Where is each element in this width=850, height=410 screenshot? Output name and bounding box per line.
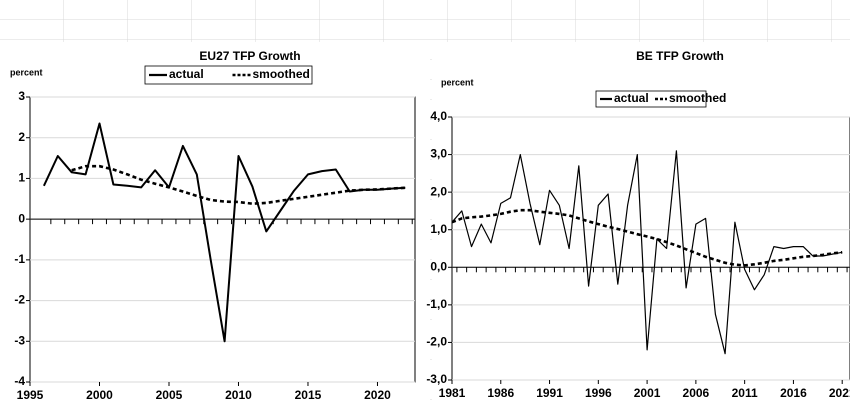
x-tick-label: 2006	[683, 386, 710, 400]
x-tick-label: 1995	[17, 388, 44, 402]
y-tick-label: -2	[14, 293, 25, 307]
series-line	[451, 208, 843, 267]
x-tick-label: 2010	[225, 388, 252, 402]
y-axis-label: percent	[10, 67, 43, 77]
y-tick-label: -3,0	[426, 372, 447, 386]
y-tick-label: 2,0	[430, 184, 447, 198]
x-tick-label: 2015	[295, 388, 322, 402]
legend-box	[595, 90, 707, 108]
x-tick-label: 2016	[780, 386, 807, 400]
x-tick-label: 1996	[585, 386, 612, 400]
series-line	[451, 150, 843, 355]
legend-box	[144, 65, 313, 85]
y-tick-label: -2,0	[426, 335, 447, 349]
legend-label: actual	[614, 91, 649, 105]
x-tick-label: 2005	[156, 388, 183, 402]
y-tick-label: 1,0	[430, 222, 447, 236]
y-tick-label: -1	[14, 252, 25, 266]
legend-label: actual	[169, 67, 204, 81]
y-tick-label: -4	[14, 374, 25, 388]
y-axis-label: percent	[441, 77, 474, 87]
y-tick-label: 2	[18, 130, 25, 144]
y-tick-label: 3,0	[430, 147, 447, 161]
y-tick-label: 3	[18, 89, 25, 103]
chart-title: BE TFP Growth	[636, 49, 724, 63]
x-tick-label: 1991	[536, 386, 563, 400]
y-tick-label: -3	[14, 333, 25, 347]
x-tick-label: 1981	[439, 386, 466, 400]
x-tick-label: 2011	[732, 386, 758, 400]
x-tick-label: 2000	[86, 388, 113, 402]
y-tick-label: 4,0	[430, 109, 447, 123]
y-tick-label: -1,0	[426, 297, 447, 311]
x-tick-label: 2021	[829, 386, 850, 400]
legend-label: smoothed	[253, 67, 310, 81]
legend-label: smoothed	[669, 91, 726, 105]
chart-title: EU27 TFP Growth	[199, 49, 300, 63]
x-tick-label: 1986	[487, 386, 514, 400]
plot-area	[451, 116, 850, 381]
y-tick-label: 0,0	[430, 259, 447, 273]
plot-area	[29, 96, 416, 383]
x-tick-label: 2020	[364, 388, 391, 402]
series-line	[42, 122, 406, 343]
series-line	[71, 164, 406, 205]
x-tick-label: 2001	[634, 386, 661, 400]
y-tick-label: 1	[18, 171, 25, 185]
y-tick-label: 0	[18, 211, 25, 225]
